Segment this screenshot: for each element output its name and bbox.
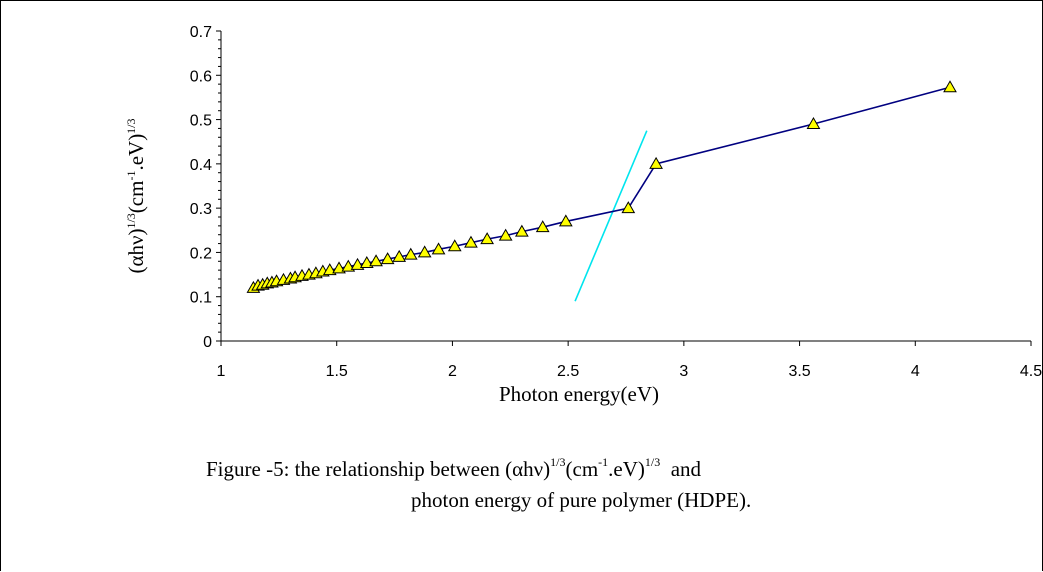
data-point <box>447 239 462 252</box>
y-tick-label: 0.1 <box>190 290 212 307</box>
tangent-lines <box>574 130 648 302</box>
data-point <box>341 259 356 272</box>
x-tick-label: 2.5 <box>557 363 579 380</box>
data-point <box>558 214 573 227</box>
x-tick-label: 1.5 <box>326 363 348 380</box>
series-line <box>253 86 951 289</box>
data-point <box>417 245 432 258</box>
x-tick-label: 1 <box>217 363 226 380</box>
y-tick-label: 0.7 <box>190 24 212 41</box>
tangent-line <box>574 130 648 302</box>
y-tick-label: 0.4 <box>190 157 212 174</box>
data-point <box>403 247 418 260</box>
figure-caption-line1: Figure -5: the relationship between (αhν… <box>206 455 702 481</box>
y-axis-label: (αhν)1/3(cm-1.eV)1/3 <box>124 118 148 273</box>
data-point <box>943 80 957 93</box>
data-point <box>359 256 374 269</box>
y-axis: 0 0.1 0.2 0.3 0.4 0.5 0.6 0.7 <box>190 24 222 351</box>
data-point <box>332 261 346 274</box>
y-tick-label: 0.5 <box>190 113 212 130</box>
x-tick-label: 3 <box>679 363 688 380</box>
x-tick-label: 4.5 <box>1020 363 1042 380</box>
data-point <box>535 220 550 233</box>
x-tick-label: 3.5 <box>788 363 810 380</box>
data-point <box>498 228 513 241</box>
y-axis-label-group: (αhν)1/3(cm-1.eV)1/3 <box>124 118 148 273</box>
data-point <box>621 201 636 214</box>
data-point <box>431 242 446 255</box>
x-axis: 1 1.5 2 2.5 3 3.5 4 4.5 <box>217 340 1042 380</box>
data-point <box>322 263 337 276</box>
data-point <box>464 235 478 248</box>
data-point <box>649 156 663 169</box>
x-tick-label: 4 <box>911 363 920 380</box>
y-tick-label: 0.2 <box>190 245 212 262</box>
y-tick-label: 0.6 <box>190 68 212 85</box>
data-point <box>350 257 365 270</box>
data-point <box>380 252 395 265</box>
figure-caption-line2: photon energy of pure polymer (HDPE). <box>411 488 752 512</box>
series <box>246 80 957 293</box>
x-tick-label: 2 <box>448 363 457 380</box>
y-tick-label: 0 <box>203 334 212 351</box>
data-point <box>806 116 821 129</box>
y-tick-label: 0.3 <box>190 201 212 218</box>
data-point <box>514 224 529 237</box>
data-point <box>369 254 383 267</box>
data-point <box>392 249 407 262</box>
x-axis-label: Photon energy(eV) <box>499 382 659 406</box>
data-point <box>480 232 495 245</box>
